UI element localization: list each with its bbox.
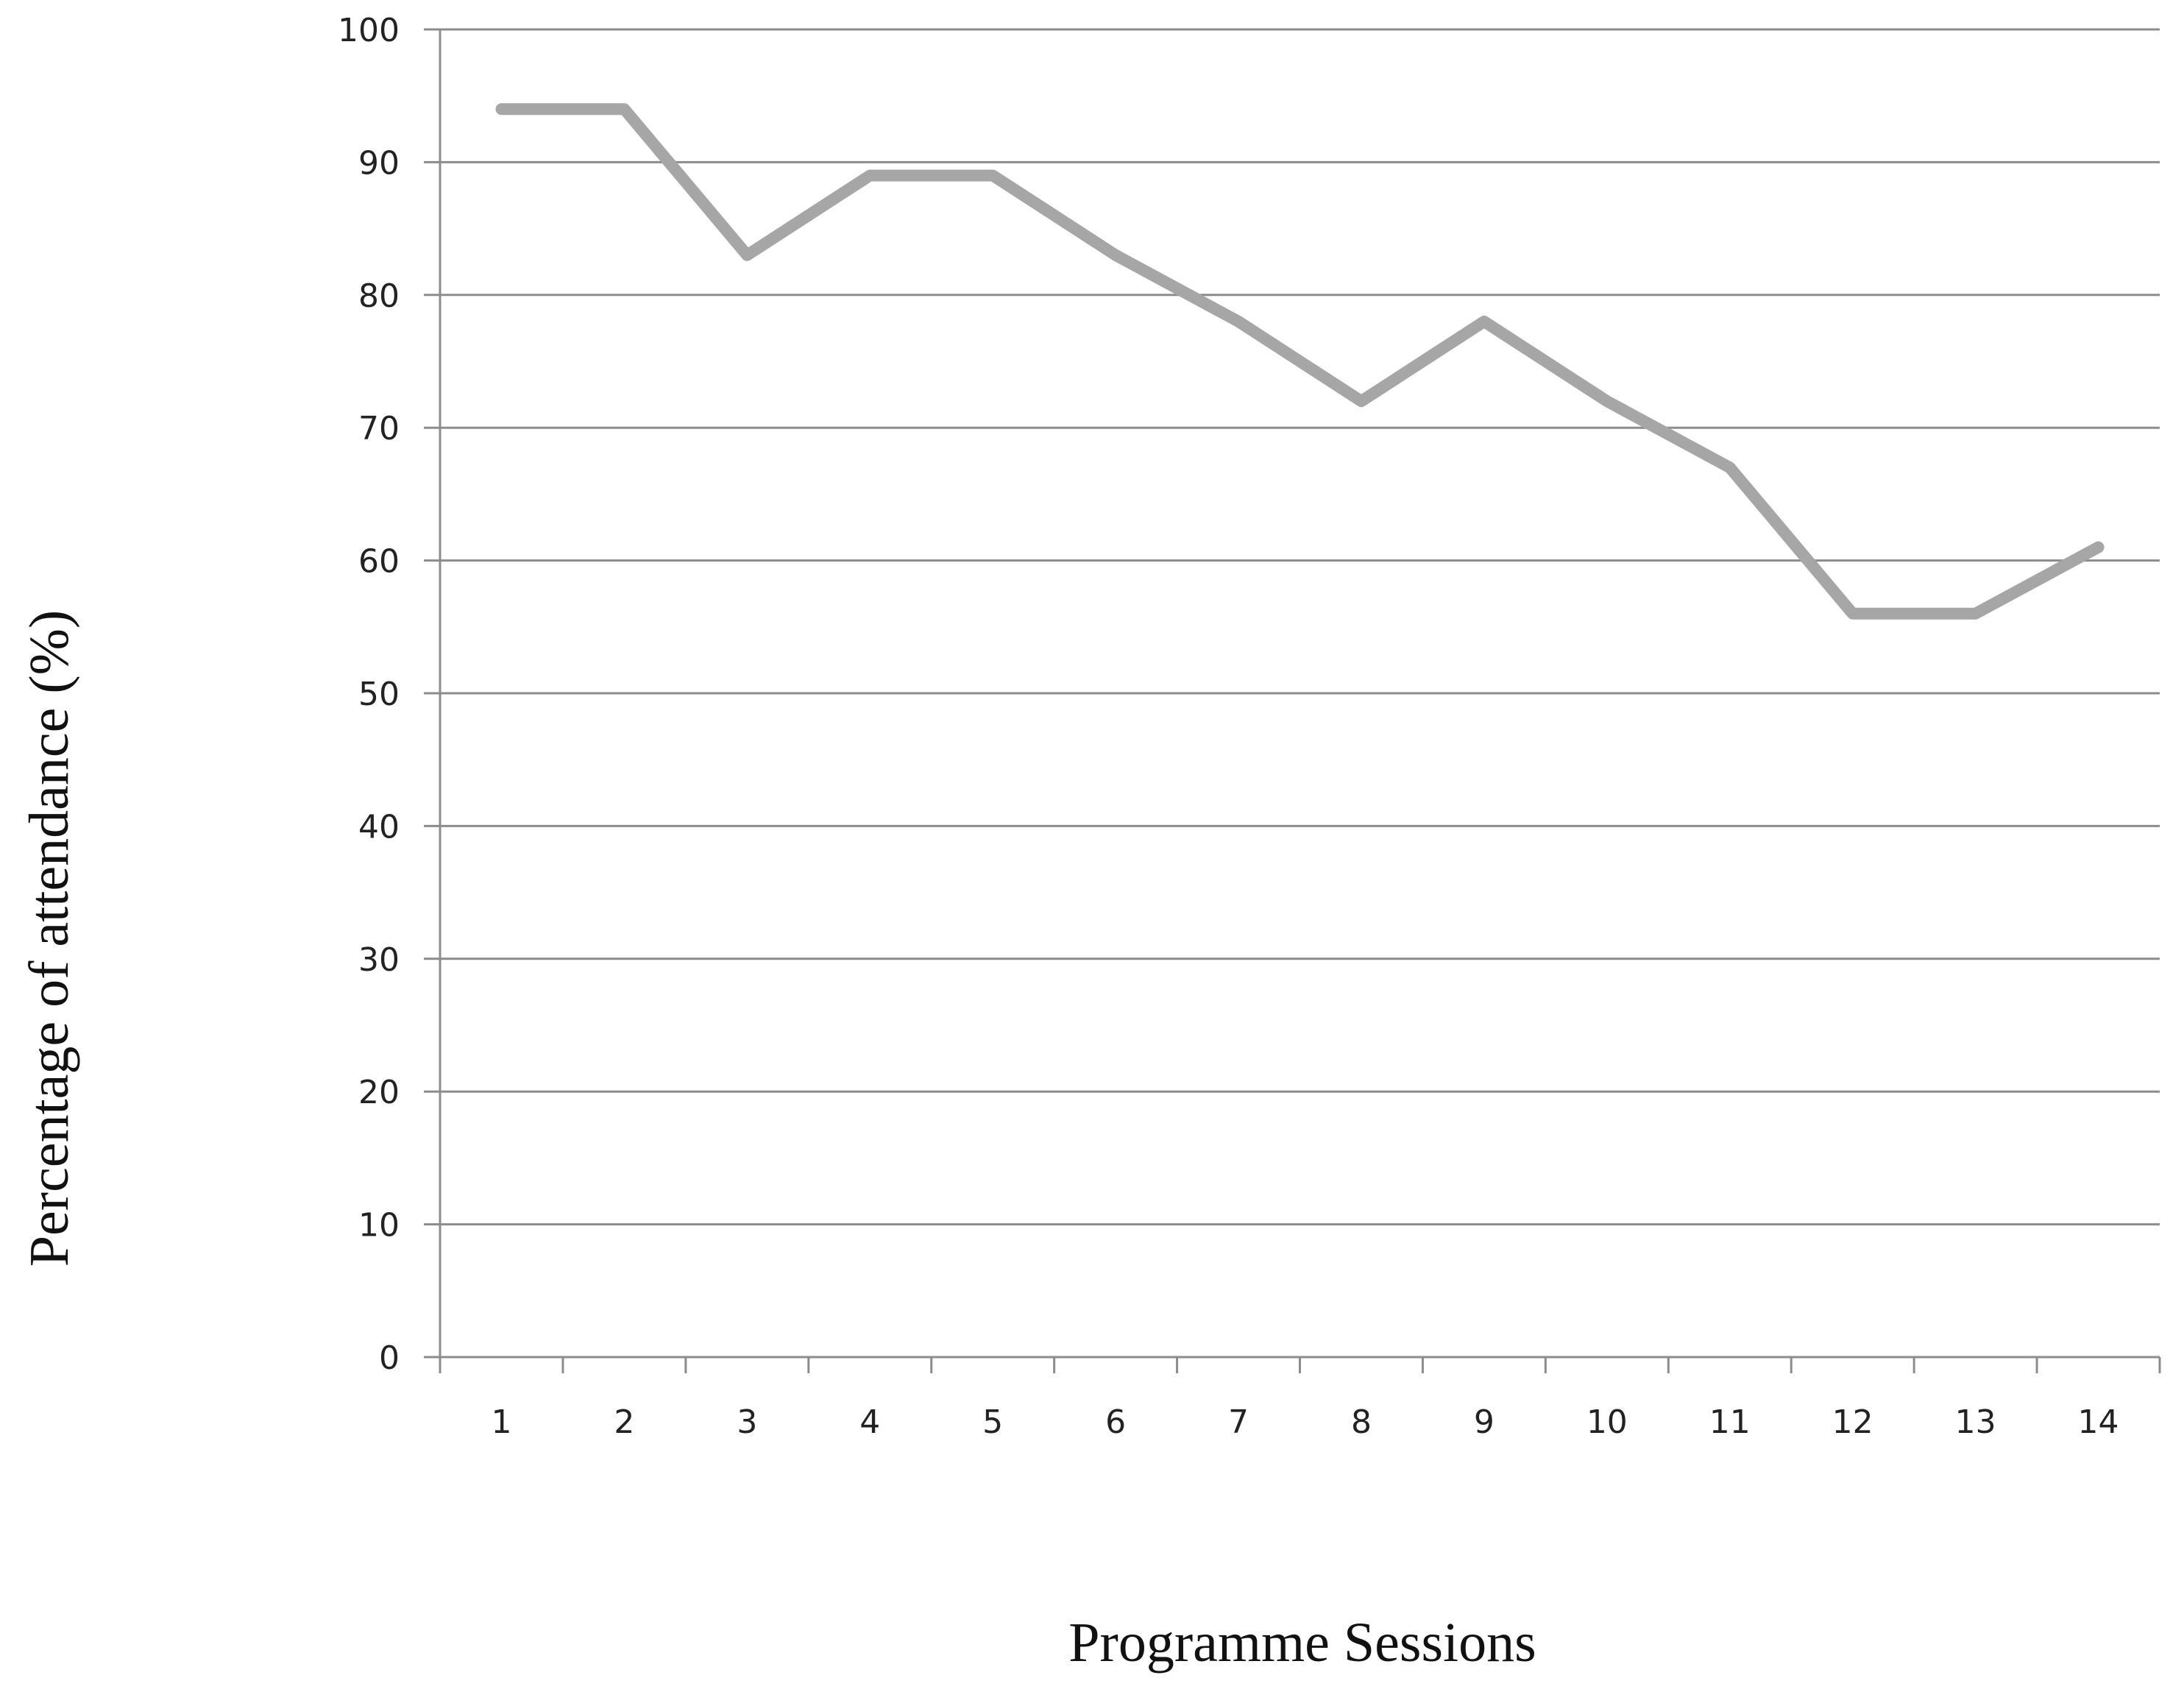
y-tick-label: 80 (358, 277, 400, 315)
x-tick-label: 4 (859, 1403, 880, 1441)
y-tick-label: 50 (358, 676, 400, 713)
x-tick-label: 11 (1709, 1403, 1751, 1441)
x-tick-labels: 1 2 3 4 5 6 7 8 9 10 11 12 13 14 (491, 1403, 2119, 1441)
x-tick-label: 10 (1586, 1403, 1628, 1441)
x-tick-label: 6 (1105, 1403, 1126, 1441)
y-tick-label: 60 (358, 543, 400, 581)
y-tick-label: 10 (358, 1207, 400, 1244)
y-tick-label: 70 (358, 410, 400, 447)
y-tick-label: 40 (358, 808, 400, 846)
x-tick-label: 1 (491, 1403, 511, 1441)
x-tick-label: 13 (1955, 1403, 1996, 1441)
y-tick-label: 20 (358, 1074, 400, 1111)
y-axis-label: Percentage of attendance (%) (18, 610, 80, 1267)
x-tick-label: 7 (1228, 1403, 1249, 1441)
x-tick-label: 5 (982, 1403, 1003, 1441)
x-axis-label: Programme Sessions (1068, 1612, 1536, 1674)
x-tick-label: 9 (1474, 1403, 1495, 1441)
y-tick-label: 0 (379, 1339, 400, 1377)
series-layer (495, 103, 2105, 620)
x-tick-label: 14 (2078, 1403, 2119, 1441)
y-tick-labels: 0 10 20 30 40 50 60 70 80 90 100 (338, 12, 400, 1377)
y-tick-label: 30 (358, 941, 400, 979)
x-tick-label: 8 (1351, 1403, 1372, 1441)
x-tick-label: 3 (737, 1403, 757, 1441)
y-tick-label: 100 (338, 12, 400, 49)
series-line (495, 103, 2105, 620)
x-tick-label: 12 (1832, 1403, 1873, 1441)
gridlines (440, 28, 2160, 1226)
x-tick-label: 2 (614, 1403, 634, 1441)
axes (424, 28, 2161, 1373)
y-tick-label: 90 (358, 144, 400, 182)
